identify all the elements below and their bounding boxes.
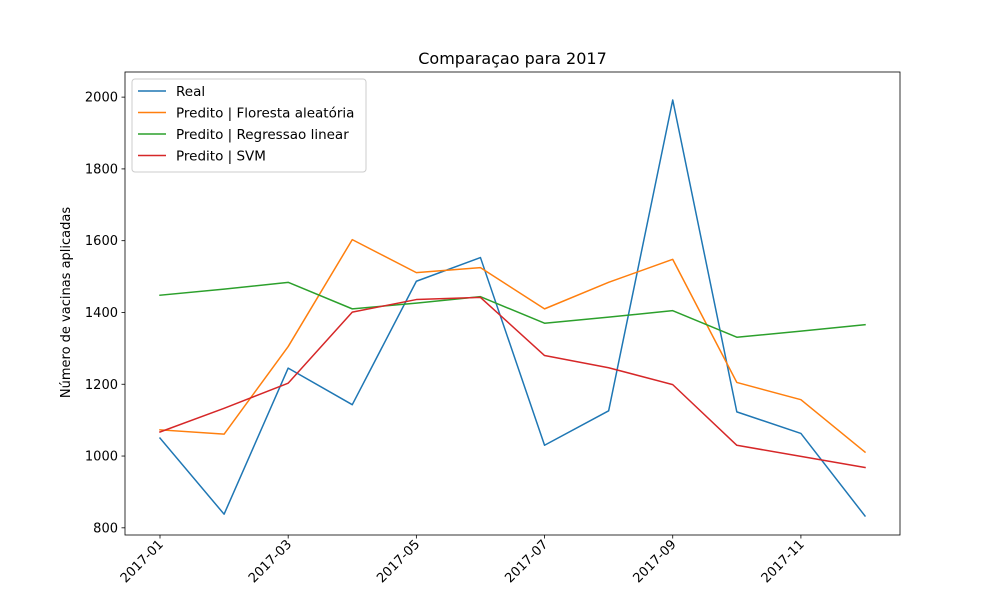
series-line-1: [158, 99, 867, 518]
x-tick-label: 2017-05: [374, 537, 423, 586]
y-tick-label: 800: [93, 521, 118, 536]
legend-entry: Predito | SVM: [176, 149, 266, 165]
legend-entry: Real: [176, 84, 205, 100]
plot-area: [158, 99, 867, 518]
series-line-3: [159, 281, 866, 338]
series-line-2: [159, 238, 867, 454]
plot-frame: [124, 71, 901, 536]
x-tick-label: 2017-11: [759, 537, 808, 586]
legend-entry: Predito | Floresta aleatória: [176, 106, 354, 122]
legend-entry: Predito | Regressao linear: [176, 127, 349, 143]
legend-box: [131, 78, 367, 173]
x-tick-label: 2017-07: [502, 537, 551, 586]
y-tick-label: 1400: [85, 306, 118, 321]
chart-title: Comparaçao para 2017: [418, 49, 607, 68]
series-line-4: [159, 296, 866, 469]
x-tick-label: 2017-03: [246, 537, 295, 586]
y-tick-label: 2000: [85, 91, 118, 106]
x-tick-label: 2017-01: [118, 537, 167, 586]
x-tick-label: 2017-09: [631, 537, 680, 586]
y-axis-label: Número de vacinas aplicadas: [59, 207, 74, 398]
legend: Real Predito | Floresta aleatória Predito …: [131, 78, 367, 173]
y-tick-label: 1600: [85, 234, 118, 249]
y-tick-label: 1000: [85, 450, 118, 465]
y-tick-label: 1200: [85, 378, 118, 393]
y-tick-label: 1800: [85, 162, 118, 177]
